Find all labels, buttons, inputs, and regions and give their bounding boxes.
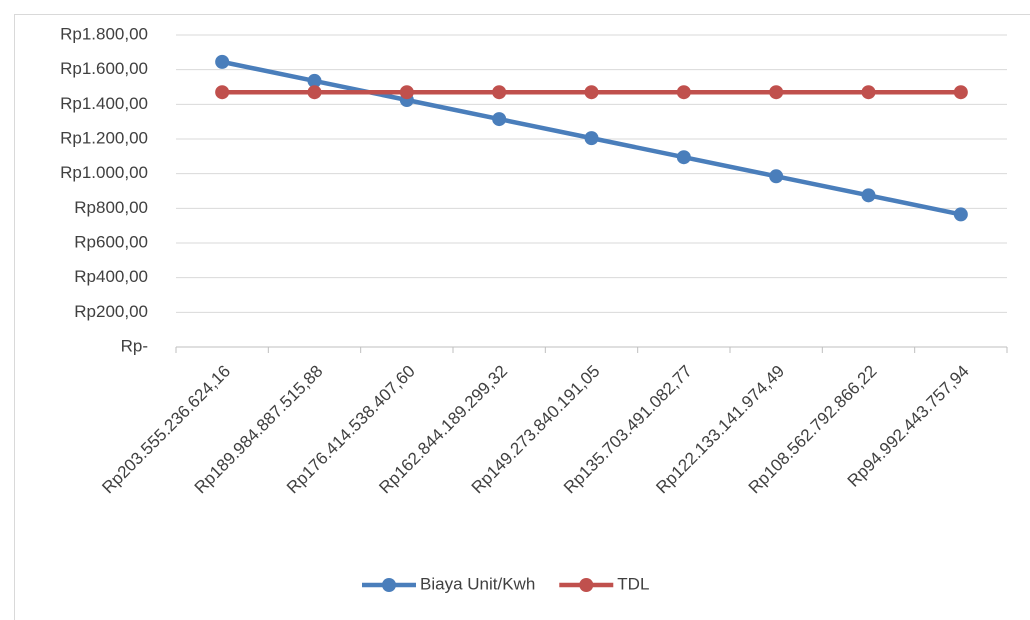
series-marker — [492, 112, 507, 127]
series-marker — [492, 85, 507, 100]
series-marker — [584, 131, 599, 146]
series-marker — [861, 85, 876, 100]
y-tick-label: Rp1.400,00 — [60, 94, 148, 113]
series-marker — [399, 85, 414, 100]
y-tick-label: Rp200,00 — [74, 302, 148, 321]
y-tick-label: Rp1.600,00 — [60, 59, 148, 78]
series-marker — [953, 85, 968, 100]
series-marker — [769, 169, 784, 184]
y-tick-label: Rp400,00 — [74, 267, 148, 286]
series-marker — [307, 73, 322, 88]
legend-label: Biaya Unit/Kwh — [420, 574, 535, 593]
y-tick-label: Rp600,00 — [74, 232, 148, 251]
series-marker — [676, 150, 691, 165]
series-marker — [769, 85, 784, 100]
legend-label: TDL — [617, 574, 649, 593]
legend-swatch-marker — [579, 578, 594, 592]
series-marker — [307, 85, 322, 100]
chart-frame — [14, 14, 1030, 620]
y-tick-label: Rp1.200,00 — [60, 128, 148, 147]
legend-swatch-marker — [382, 578, 396, 592]
series-marker — [215, 85, 230, 100]
y-tick-label: Rp- — [121, 336, 148, 355]
y-tick-label: Rp800,00 — [74, 198, 148, 217]
series-marker — [584, 85, 599, 100]
series-marker — [676, 85, 691, 100]
series-marker — [953, 207, 968, 222]
y-tick-label: Rp1.000,00 — [60, 163, 148, 182]
y-tick-label: Rp1.800,00 — [60, 24, 148, 43]
series-marker — [215, 54, 230, 69]
series-marker — [861, 188, 876, 203]
